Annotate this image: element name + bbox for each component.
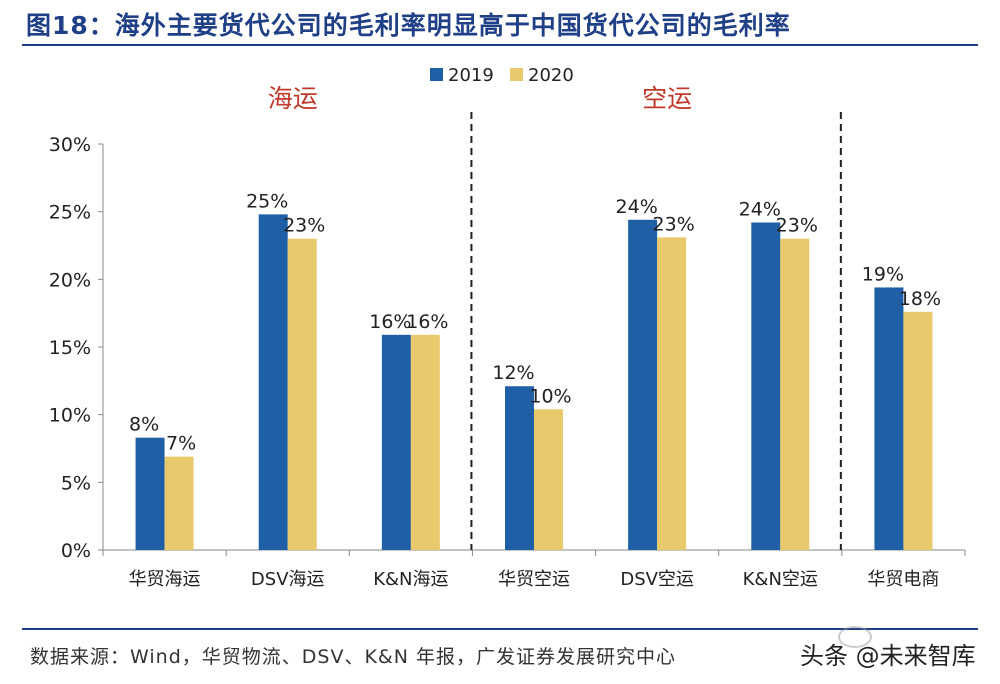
data-label-2020: 7% bbox=[166, 433, 196, 455]
source-note: 数据来源：Wind，华贸物流、DSV、K&N 年报，广发证券发展研究中心 bbox=[30, 646, 676, 668]
bar-2019 bbox=[381, 334, 411, 550]
data-label-2020: 16% bbox=[406, 311, 448, 333]
y-tick-label: 0% bbox=[61, 540, 91, 562]
y-tick-label: 25% bbox=[49, 202, 91, 224]
data-label-2020: 23% bbox=[776, 215, 818, 237]
x-tick-label: DSV海运 bbox=[251, 569, 325, 590]
axes: 0% 5% 10% 15% 20% 25% 30% 华贸海运 DSV海运 K&N海运 华贸空运 DSV… bbox=[49, 112, 966, 590]
data-label-2019: 12% bbox=[492, 362, 534, 384]
watermark: 头条 @未来智库 bbox=[800, 642, 976, 670]
data-label-2019: 24% bbox=[616, 196, 658, 218]
bar-2019 bbox=[258, 214, 288, 550]
x-tick-label: 华贸海运 bbox=[129, 569, 201, 590]
y-tick-label: 20% bbox=[49, 269, 91, 291]
bars bbox=[135, 214, 933, 550]
legend-label-2020: 2020 bbox=[528, 65, 574, 86]
legend: 2019 2020 bbox=[430, 65, 574, 86]
x-tick-label: K&N空运 bbox=[743, 569, 818, 590]
legend-label-2019: 2019 bbox=[448, 65, 494, 86]
bar-2020 bbox=[903, 311, 933, 550]
data-labels: 8%7%25%23%16%16%12%10%24%23%24%23%19%18% bbox=[129, 190, 941, 454]
data-label-2019: 16% bbox=[369, 311, 411, 333]
title-rule bbox=[22, 44, 978, 46]
y-tick-label: 30% bbox=[49, 134, 91, 156]
bar-chart: 2019 2020 海运 空运 0% 5% 10% 15% 20% 25% 30% 华贸海运 DSV… bbox=[49, 65, 966, 590]
bar-2020 bbox=[657, 237, 687, 550]
bar-2019 bbox=[505, 386, 534, 550]
group-label: 空运 bbox=[642, 84, 692, 113]
data-label-2020: 18% bbox=[899, 288, 941, 310]
x-tick-label: 华贸电商 bbox=[867, 569, 939, 590]
x-tick-label: K&N海运 bbox=[373, 569, 448, 590]
bar-2020 bbox=[164, 456, 194, 550]
x-tick-label: 华贸空运 bbox=[498, 569, 570, 590]
group-label: 海运 bbox=[268, 84, 318, 113]
data-label-2019: 8% bbox=[129, 414, 159, 436]
data-label-2020: 10% bbox=[529, 385, 571, 407]
legend-swatch-2019 bbox=[430, 68, 443, 81]
bar-2020 bbox=[287, 238, 317, 550]
data-label-2020: 23% bbox=[653, 213, 695, 235]
figure-title: 图18：海外主要货代公司的毛利率明显高于中国货代公司的毛利率 bbox=[26, 11, 791, 40]
x-tick-label: DSV空运 bbox=[620, 569, 694, 590]
y-tick-label: 10% bbox=[49, 405, 91, 427]
bar-2020 bbox=[410, 334, 440, 550]
bar-2020 bbox=[780, 238, 810, 550]
y-tick-label: 5% bbox=[61, 472, 91, 494]
y-tick-label: 15% bbox=[49, 337, 91, 359]
data-label-2019: 25% bbox=[246, 190, 288, 212]
group-labels: 海运 空运 bbox=[268, 84, 692, 113]
bar-2020 bbox=[534, 409, 563, 550]
data-label-2019: 19% bbox=[862, 263, 904, 285]
bar-2019 bbox=[751, 222, 781, 550]
watermark-icon bbox=[838, 626, 872, 648]
legend-swatch-2020 bbox=[510, 68, 523, 81]
bar-2019 bbox=[628, 219, 658, 550]
data-label-2020: 23% bbox=[283, 215, 325, 237]
bar-2019 bbox=[135, 437, 165, 550]
data-label-2019: 24% bbox=[739, 198, 781, 220]
source-rule bbox=[22, 628, 978, 630]
bar-2019 bbox=[874, 287, 904, 550]
